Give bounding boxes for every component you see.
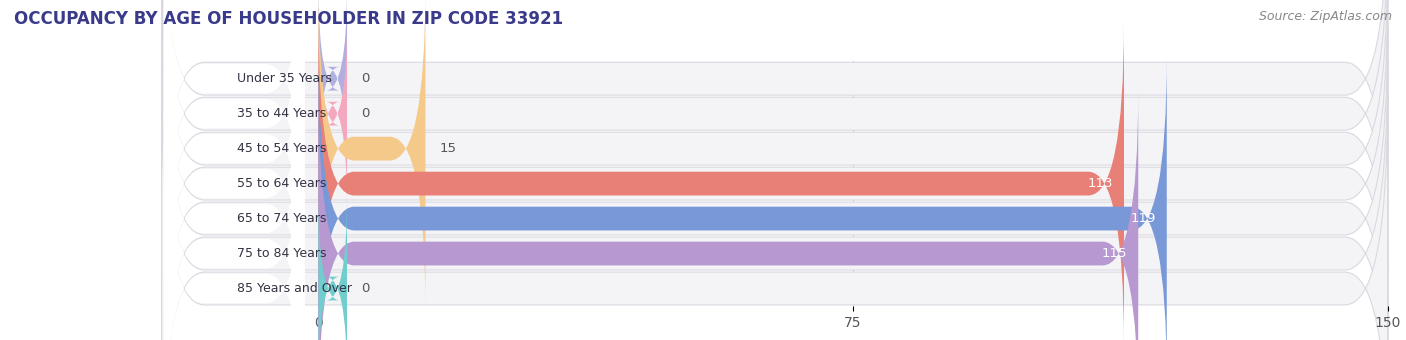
Text: 0: 0 bbox=[361, 282, 370, 295]
FancyBboxPatch shape bbox=[319, 0, 347, 172]
FancyBboxPatch shape bbox=[162, 25, 1388, 340]
FancyBboxPatch shape bbox=[162, 95, 1388, 340]
FancyBboxPatch shape bbox=[165, 0, 305, 256]
Text: 45 to 54 Years: 45 to 54 Years bbox=[238, 142, 326, 155]
Text: 0: 0 bbox=[361, 72, 370, 85]
FancyBboxPatch shape bbox=[165, 76, 305, 340]
Text: 113: 113 bbox=[1088, 177, 1114, 190]
Text: 15: 15 bbox=[440, 142, 457, 155]
Text: Under 35 Years: Under 35 Years bbox=[238, 72, 332, 85]
FancyBboxPatch shape bbox=[319, 21, 1123, 340]
FancyBboxPatch shape bbox=[162, 0, 1388, 307]
Text: 115: 115 bbox=[1102, 247, 1128, 260]
FancyBboxPatch shape bbox=[319, 90, 1139, 340]
Text: 55 to 64 Years: 55 to 64 Years bbox=[238, 177, 326, 190]
Text: 119: 119 bbox=[1130, 212, 1156, 225]
Text: 0: 0 bbox=[361, 107, 370, 120]
FancyBboxPatch shape bbox=[162, 0, 1388, 340]
FancyBboxPatch shape bbox=[319, 195, 347, 340]
FancyBboxPatch shape bbox=[165, 0, 305, 291]
Text: 75 to 84 Years: 75 to 84 Years bbox=[238, 247, 326, 260]
FancyBboxPatch shape bbox=[162, 0, 1388, 340]
Text: Source: ZipAtlas.com: Source: ZipAtlas.com bbox=[1258, 10, 1392, 23]
Text: 35 to 44 Years: 35 to 44 Years bbox=[238, 107, 326, 120]
FancyBboxPatch shape bbox=[319, 21, 347, 207]
FancyBboxPatch shape bbox=[162, 0, 1388, 272]
FancyBboxPatch shape bbox=[165, 111, 305, 340]
FancyBboxPatch shape bbox=[165, 6, 305, 340]
Text: 85 Years and Over: 85 Years and Over bbox=[238, 282, 352, 295]
FancyBboxPatch shape bbox=[165, 41, 305, 340]
Text: OCCUPANCY BY AGE OF HOUSEHOLDER IN ZIP CODE 33921: OCCUPANCY BY AGE OF HOUSEHOLDER IN ZIP C… bbox=[14, 10, 564, 28]
FancyBboxPatch shape bbox=[319, 56, 1167, 340]
FancyBboxPatch shape bbox=[162, 60, 1388, 340]
Text: 65 to 74 Years: 65 to 74 Years bbox=[238, 212, 326, 225]
FancyBboxPatch shape bbox=[165, 0, 305, 326]
FancyBboxPatch shape bbox=[319, 0, 426, 311]
